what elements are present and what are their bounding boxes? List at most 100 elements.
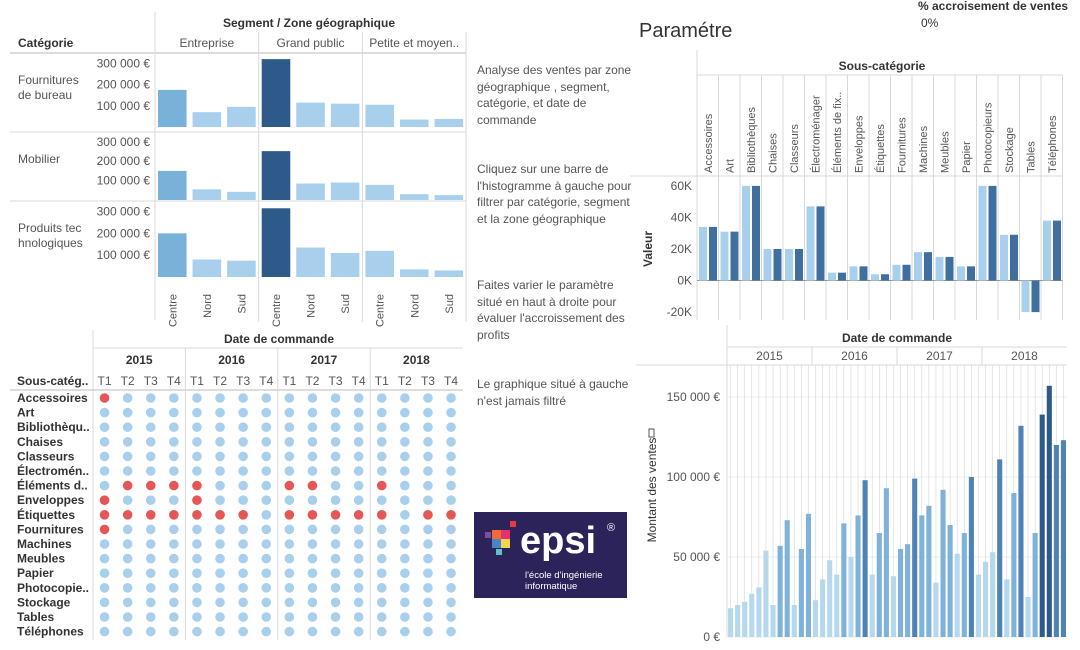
- dot[interactable]: [122, 422, 133, 432]
- bar[interactable]: [227, 106, 256, 127]
- dot[interactable]: [376, 553, 387, 564]
- dot[interactable]: [423, 422, 433, 432]
- bar[interactable]: [296, 102, 325, 127]
- parameter-value[interactable]: 0%: [921, 16, 939, 30]
- bar[interactable]: [434, 195, 464, 200]
- dot[interactable]: [145, 524, 156, 535]
- dot[interactable]: [238, 422, 248, 432]
- bar[interactable]: [785, 249, 793, 281]
- dot[interactable]: [423, 495, 433, 505]
- bar[interactable]: [816, 206, 825, 281]
- dot[interactable]: [261, 466, 272, 476]
- dot[interactable]: [215, 612, 225, 622]
- dot[interactable]: [122, 407, 133, 418]
- dot[interactable]: [238, 466, 248, 476]
- dot[interactable]: [192, 539, 202, 549]
- dot[interactable]: [330, 539, 341, 549]
- dot[interactable]: [307, 510, 318, 520]
- dot[interactable]: [261, 553, 272, 564]
- dot[interactable]: [192, 393, 202, 403]
- bar[interactable]: [365, 184, 394, 200]
- dot[interactable]: [353, 568, 364, 578]
- dot[interactable]: [122, 451, 133, 462]
- dot[interactable]: [122, 583, 133, 593]
- dot[interactable]: [261, 407, 272, 418]
- bar[interactable]: [330, 182, 360, 200]
- dot[interactable]: [353, 451, 364, 462]
- dot[interactable]: [400, 612, 410, 622]
- dot[interactable]: [446, 480, 456, 491]
- dot[interactable]: [261, 495, 272, 505]
- bar[interactable]: [399, 119, 429, 127]
- dot[interactable]: [169, 597, 179, 608]
- dot[interactable]: [423, 480, 433, 491]
- dot[interactable]: [145, 583, 156, 593]
- dot[interactable]: [215, 407, 225, 418]
- dot[interactable]: [215, 539, 225, 549]
- bar[interactable]: [763, 550, 769, 637]
- dot[interactable]: [169, 422, 179, 432]
- dot[interactable]: [99, 437, 110, 447]
- dot[interactable]: [238, 437, 248, 447]
- dot[interactable]: [122, 437, 133, 447]
- dot[interactable]: [376, 510, 387, 520]
- bar[interactable]: [806, 206, 815, 281]
- bar[interactable]: [1046, 385, 1052, 637]
- bar[interactable]: [859, 266, 868, 281]
- dot[interactable]: [238, 393, 248, 403]
- dot[interactable]: [400, 480, 410, 491]
- dot[interactable]: [376, 612, 387, 622]
- bar[interactable]: [838, 272, 846, 281]
- dot[interactable]: [261, 451, 272, 462]
- dot[interactable]: [122, 553, 133, 564]
- bar[interactable]: [158, 233, 187, 277]
- bar[interactable]: [784, 520, 790, 637]
- dot[interactable]: [261, 437, 272, 447]
- dot[interactable]: [423, 553, 433, 564]
- bar[interactable]: [876, 533, 882, 637]
- dot[interactable]: [353, 510, 364, 520]
- dot[interactable]: [169, 568, 179, 578]
- dot[interactable]: [376, 480, 387, 491]
- bar[interactable]: [841, 523, 847, 637]
- dot[interactable]: [353, 524, 364, 535]
- dot[interactable]: [261, 480, 272, 491]
- bar[interactable]: [777, 545, 783, 637]
- bar[interactable]: [957, 266, 965, 281]
- dot[interactable]: [261, 568, 272, 578]
- bar[interactable]: [158, 89, 187, 127]
- bar[interactable]: [988, 185, 997, 281]
- dot[interactable]: [238, 524, 248, 535]
- dot[interactable]: [307, 597, 318, 608]
- bar[interactable]: [898, 549, 904, 637]
- dot[interactable]: [145, 495, 156, 505]
- dot[interactable]: [145, 451, 156, 462]
- dot[interactable]: [400, 393, 410, 403]
- dot[interactable]: [307, 451, 318, 462]
- dot[interactable]: [145, 612, 156, 622]
- dot[interactable]: [145, 480, 156, 491]
- dot[interactable]: [192, 597, 202, 608]
- dot[interactable]: [423, 524, 433, 535]
- bar[interactable]: [720, 231, 729, 281]
- dot[interactable]: [353, 495, 364, 505]
- dot[interactable]: [99, 553, 110, 564]
- bar[interactable]: [954, 553, 960, 637]
- dot[interactable]: [238, 539, 248, 549]
- dot[interactable]: [99, 524, 110, 535]
- bar[interactable]: [330, 253, 360, 277]
- bar[interactable]: [820, 579, 826, 637]
- dot[interactable]: [400, 583, 410, 593]
- dot[interactable]: [145, 568, 156, 578]
- dot[interactable]: [192, 495, 202, 505]
- dot[interactable]: [169, 612, 179, 622]
- dot[interactable]: [261, 524, 272, 535]
- bar[interactable]: [756, 587, 762, 637]
- dot[interactable]: [122, 524, 133, 535]
- dot[interactable]: [400, 510, 410, 520]
- bar[interactable]: [158, 170, 187, 200]
- dot[interactable]: [169, 393, 179, 403]
- dot[interactable]: [192, 451, 202, 462]
- dot[interactable]: [284, 451, 295, 462]
- dot[interactable]: [376, 407, 387, 418]
